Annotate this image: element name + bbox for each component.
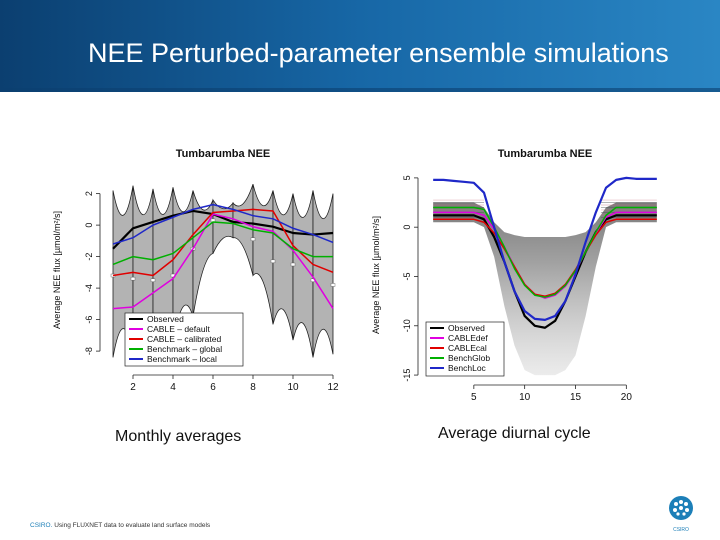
ensemble-median-marker [250,237,256,241]
ensemble-median-marker [290,262,296,267]
y-tick-label: -10 [402,319,412,332]
series-line [433,214,657,329]
series-line [112,221,333,266]
y-axis-label: Average NEE flux [µmol/m²/s] [52,211,62,329]
y-tick-label: -6 [84,316,94,324]
ensemble-envelope [272,190,294,341]
ensemble-band [433,202,657,376]
y-tick-label: -15 [402,369,412,382]
legend-label: Benchmark – local [147,354,217,364]
y-tick-label: 0 [84,223,94,228]
x-tick-label: 15 [570,392,582,403]
legend-label: CABLEcal [448,343,487,353]
ensemble-median-marker [270,259,276,264]
series-line [112,208,334,277]
x-tick-label: 5 [471,392,477,403]
legend-label: CABLE – calibrated [147,334,221,344]
footer-caption: Using FLUXNET data to evaluate land surf… [54,522,211,529]
caption-diurnal: Average diurnal cycle [438,425,591,442]
ensemble-envelope [312,190,334,358]
y-tick-label: -8 [84,347,94,355]
legend-label: Observed [448,323,485,333]
y-tick-label: -4 [84,284,94,292]
chart-title: Tumbarumba NEE [498,148,593,160]
x-tick-label: 20 [621,392,633,403]
legend-label: CABLE – default [147,324,210,334]
series-line [433,206,657,298]
footer-brand: CSIRO. [30,522,53,529]
legend-label: BenchGlob [448,353,490,363]
x-tick-label: 12 [327,382,339,393]
series-line [112,213,334,310]
x-tick-label: 6 [210,382,216,393]
series-line [112,203,334,245]
legend-label: CABLEdef [448,333,488,343]
y-tick-label: 5 [402,175,412,180]
y-tick-label: 0 [402,225,412,230]
x-tick-label: 4 [170,382,176,393]
series-line [433,211,657,299]
caption-monthly: Monthly averages [115,428,242,445]
ensemble-median-marker [150,278,156,282]
legend-label: Benchmark – global [147,344,222,354]
x-tick-label: 8 [250,382,256,393]
x-tick-label: 10 [287,382,299,393]
y-axis-label: Average NEE flux [µmol/m²/s] [371,216,381,334]
legend-label: Observed [147,314,184,324]
x-tick-label: 10 [519,392,531,403]
x-tick-label: 2 [130,382,136,393]
ensemble-median-marker [130,276,136,281]
y-tick-label: -2 [84,253,94,261]
header-bar [0,0,720,92]
series-line [433,176,657,321]
ensemble-median-marker [330,283,336,287]
logo-text: CSIRO [673,527,689,533]
slide-title: NEE Perturbed-parameter ensemble simulat… [88,38,669,68]
y-tick-label: -5 [402,272,412,280]
diurnal-nee-chart: Tumbarumba NEE Average NEE flux [µmol/m²/… [371,148,657,403]
series-line [433,218,657,297]
monthly-nee-chart: Tumbarumba NEE Average NEE flux [µmol/m²/… [52,148,339,393]
footer: CSIRO. Using FLUXNET data to evaluate la… [30,522,210,529]
series-line [112,209,334,250]
legend-label: BenchLoc [448,363,487,373]
legend-box [124,312,244,367]
csiro-logo: CSIRO [669,496,693,533]
y-tick-label: 2 [84,191,94,196]
chart-title: Tumbarumba NEE [176,148,271,160]
ensemble-envelope [252,184,274,325]
ensemble-envelope [232,184,254,276]
